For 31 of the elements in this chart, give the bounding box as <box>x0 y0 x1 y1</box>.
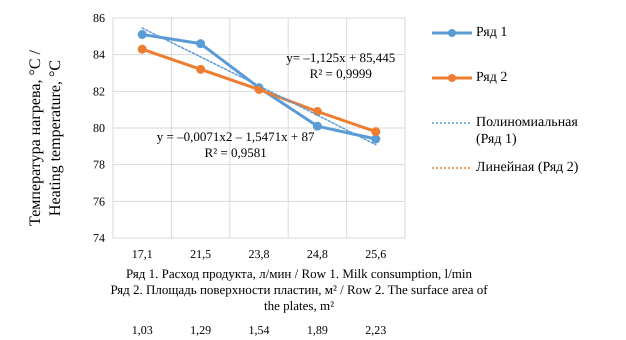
y-tick-label: 78 <box>93 158 105 172</box>
legend-label: Ряд 1 <box>476 24 508 41</box>
point <box>196 39 206 48</box>
point <box>196 64 206 74</box>
x-tick-label: 17,1 <box>132 247 153 261</box>
text: 1,89 <box>306 323 328 337</box>
x-tick-label: 25,6 <box>365 247 386 261</box>
point <box>138 44 147 54</box>
annotation: y = –0,0071x2 – 1,5471x + 87 R² = 0,9581 <box>156 129 315 160</box>
point <box>371 127 380 136</box>
x-tick-label: 23,8 <box>248 247 270 261</box>
legend-label: Ряд 2 <box>476 69 508 86</box>
text: 1,03 <box>132 323 153 337</box>
legend-label: Линейная (Ряд 2) <box>476 159 580 176</box>
point <box>312 122 322 131</box>
x-tick-label: 24,8 <box>306 247 328 261</box>
y-tick-label: 86 <box>93 11 105 25</box>
legend-label: Полиномиальная (Ряд 1) <box>476 114 579 148</box>
text: 2,23 <box>365 323 386 337</box>
text: 1,29 <box>190 323 212 337</box>
x-axis-title: Ряд 1. Расход продукта, л/мин / Row 1. Milk consumption, l/min Ряд 2. Площадь поверхности пластин, м² / Row 2. The surface area of the plates, m² <box>110 266 488 313</box>
y-tick-label: 76 <box>93 194 105 208</box>
text: 1,54 <box>248 323 270 337</box>
y-axis-title: Температура нагрева, °C / Heating temperature, °C <box>27 49 64 226</box>
x-tick-label: 21,5 <box>190 247 212 261</box>
point <box>138 30 147 39</box>
y-tick-label: 80 <box>93 121 105 135</box>
annotation: y= –1,125x + 85,445 R² = 0,9999 <box>286 50 396 81</box>
y-tick-label: 84 <box>93 48 105 62</box>
y-tick-label: 74 <box>93 231 105 245</box>
y-tick-label: 82 <box>93 84 105 98</box>
